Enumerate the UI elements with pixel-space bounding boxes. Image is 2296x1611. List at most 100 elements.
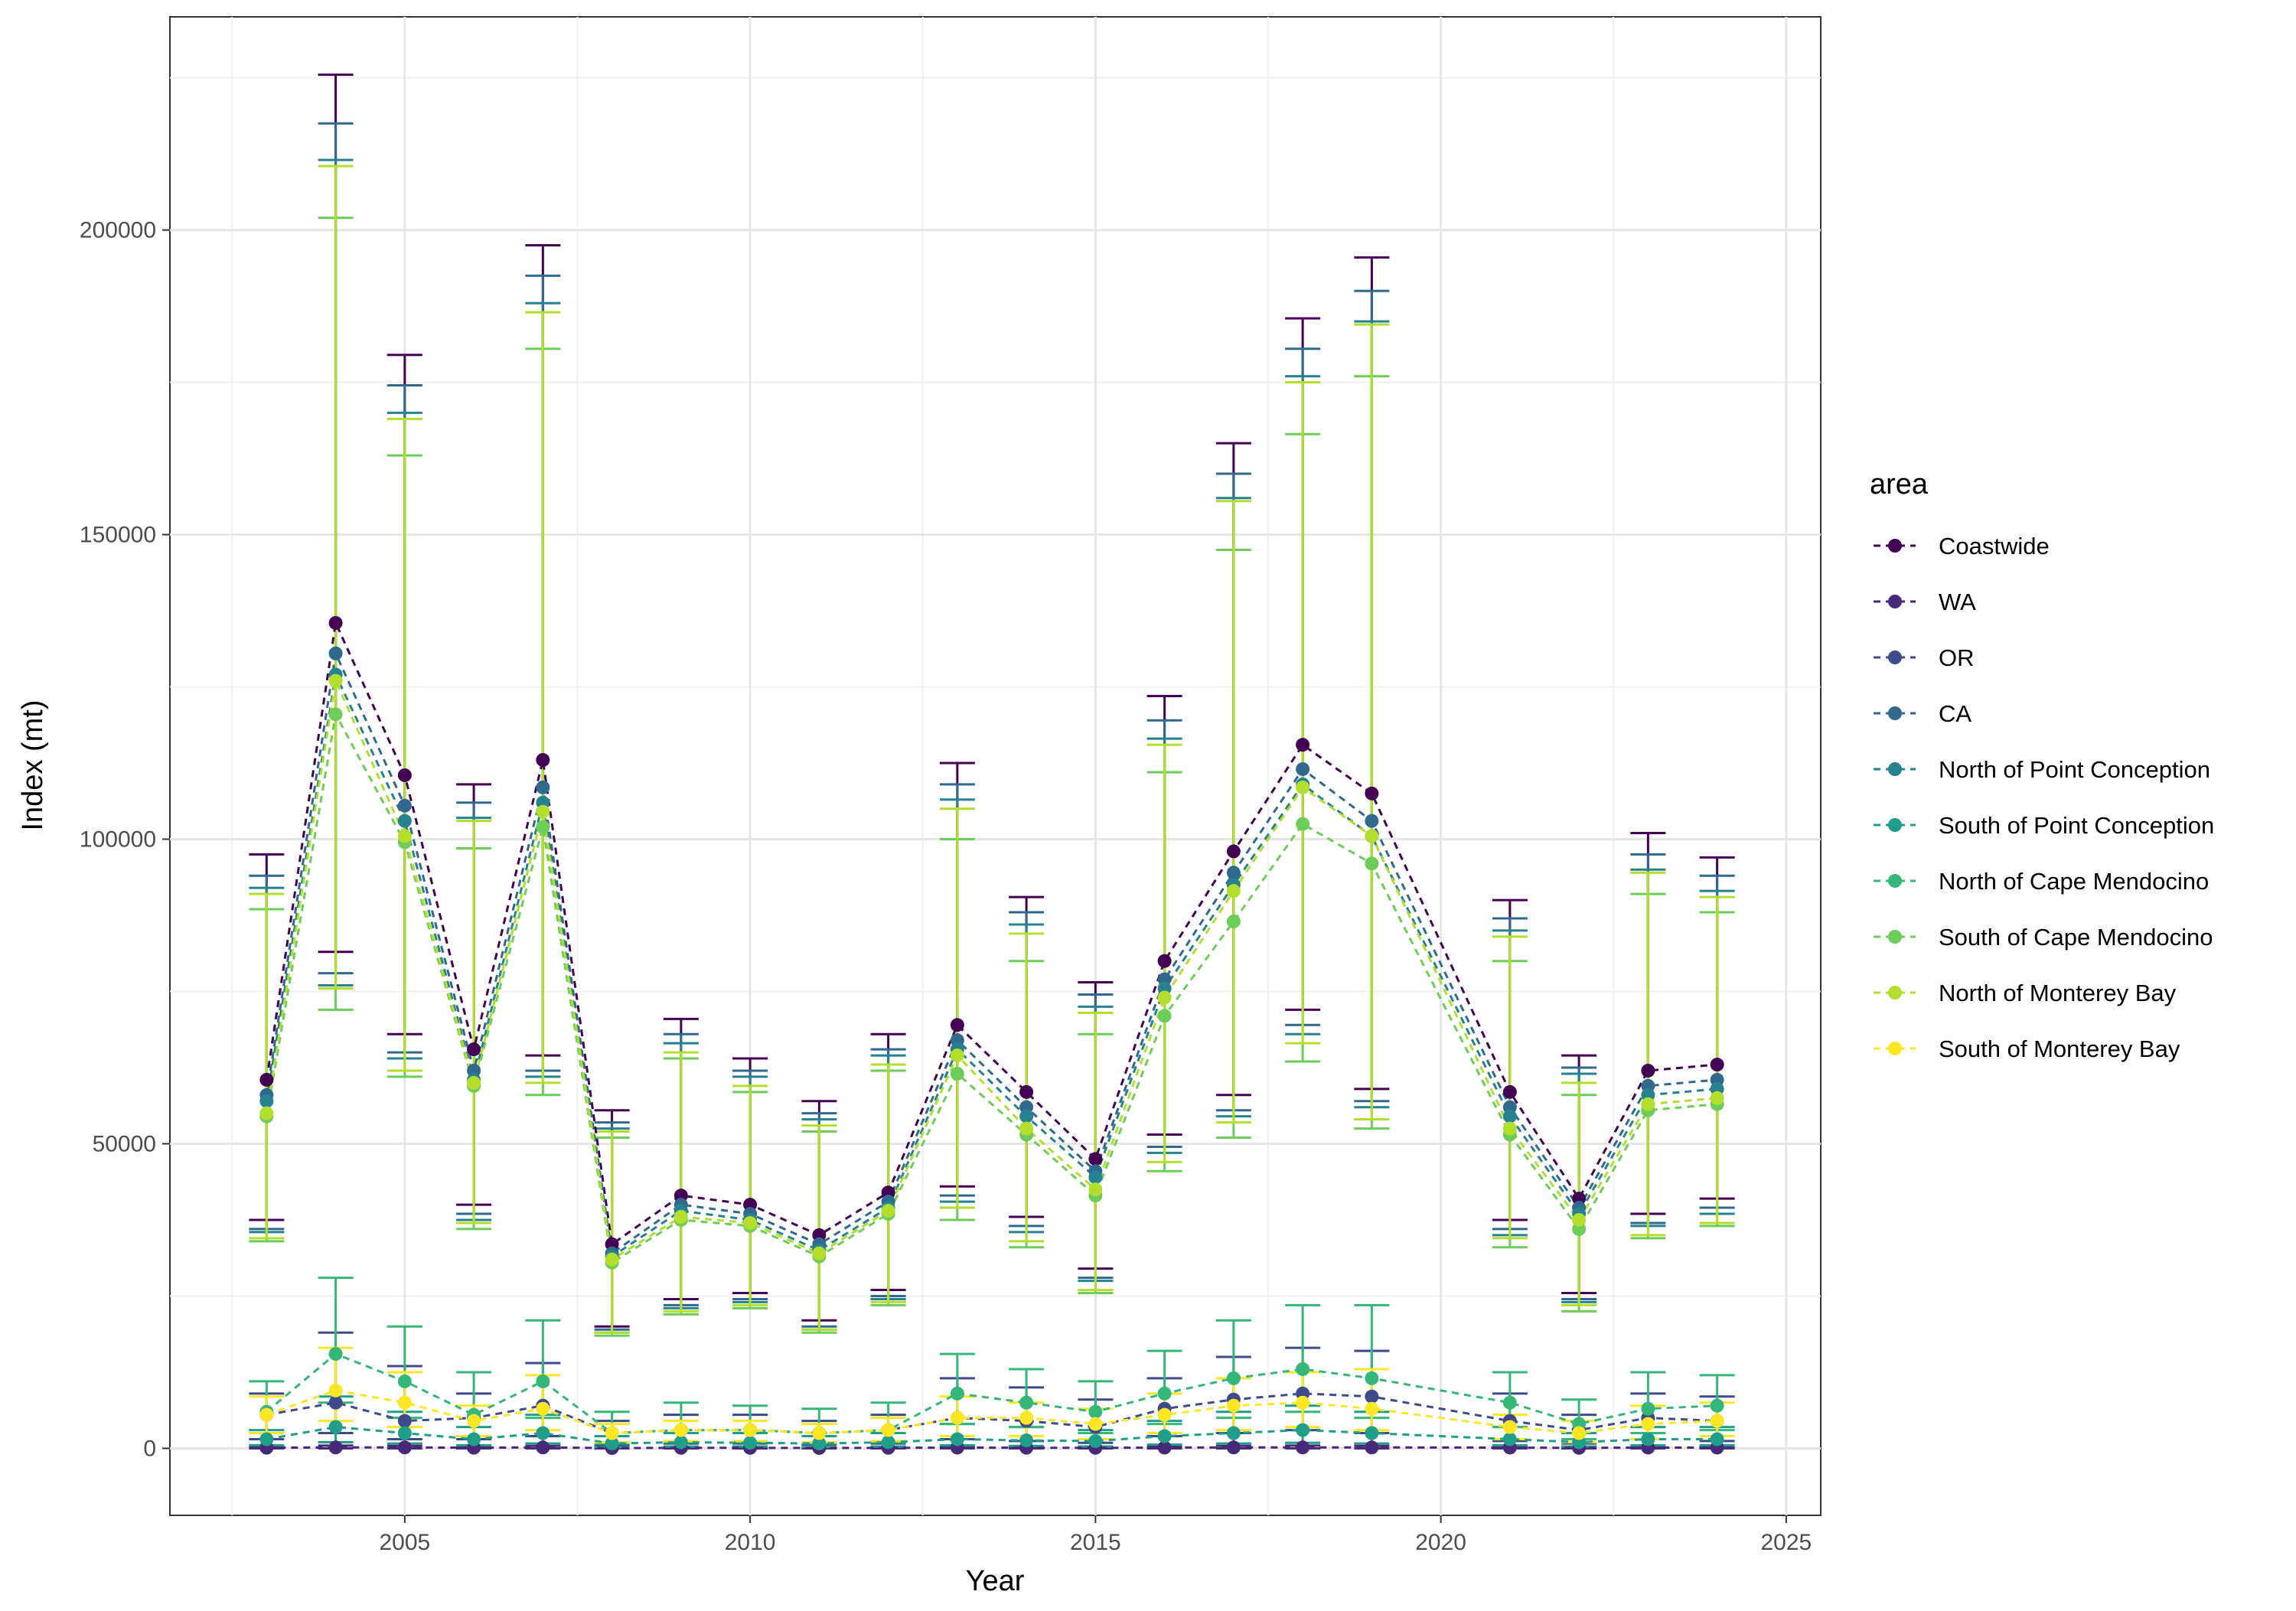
data-point-south-of-monterey-bay [950, 1410, 964, 1425]
x-tick-label: 2025 [1760, 1530, 1812, 1555]
legend-item-north-of-cape-mendocino: North of Cape Mendocino [1874, 868, 2209, 895]
legend-title: area [1870, 468, 1929, 501]
plot-panel [169, 16, 1821, 1516]
legend-item-wa: WA [1874, 589, 1976, 615]
data-point-north-of-cape-mendocino [1641, 1401, 1655, 1416]
data-point-south-of-monterey-bay [743, 1423, 758, 1437]
legend-label: North of Monterey Bay [1939, 980, 2177, 1006]
data-point-north-of-monterey-bay [1296, 780, 1310, 794]
series-line-south-of-cape-mendocino [265, 710, 1717, 1265]
data-point-south-of-point-conception [812, 1437, 827, 1451]
legend-key-point [1888, 595, 1902, 608]
data-point-coastwide [1365, 786, 1379, 801]
data-point-north-of-monterey-bay [673, 1209, 688, 1224]
data-point-south-of-monterey-bay [397, 1395, 412, 1410]
legend-item-south-of-point-conception: South of Point Conception [1874, 812, 2214, 839]
legend-key-point [1888, 706, 1902, 720]
data-point-north-of-cape-mendocino [1157, 1386, 1172, 1401]
data-point-south-of-cape-mendocino [1365, 856, 1379, 871]
data-point-north-of-point-conception [397, 814, 412, 828]
data-point-wa [1296, 1440, 1310, 1455]
legend-label: CA [1939, 700, 1971, 727]
data-point-or [1365, 1389, 1379, 1404]
data-point-coastwide [467, 1042, 481, 1057]
legend-key-point [1888, 539, 1902, 553]
data-point-north-of-monterey-bay [1226, 884, 1241, 898]
data-point-north-of-monterey-bay [743, 1215, 758, 1230]
data-point-south-of-point-conception [1226, 1426, 1241, 1440]
data-point-ca [536, 780, 550, 794]
data-point-coastwide [397, 768, 412, 782]
data-point-south-of-monterey-bay [1296, 1395, 1310, 1410]
data-point-south-of-monterey-bay [812, 1426, 827, 1440]
data-point-north-of-monterey-bay [328, 673, 343, 688]
data-point-north-of-monterey-bay [259, 1106, 274, 1120]
data-point-south-of-cape-mendocino [328, 707, 343, 722]
legend-label: North of Point Conception [1939, 756, 2210, 783]
data-point-south-of-monterey-bay [605, 1426, 619, 1440]
data-point-south-of-monterey-bay [1502, 1420, 1517, 1434]
data-point-wa [328, 1440, 343, 1455]
y-tick-label: 0 [143, 1436, 156, 1461]
x-tick-label: 2005 [379, 1530, 430, 1555]
legend-item-ca: CA [1874, 700, 1971, 727]
data-point-north-of-cape-mendocino [1296, 1362, 1310, 1376]
data-point-south-of-monterey-bay [328, 1383, 343, 1397]
data-point-south-of-point-conception [397, 1426, 412, 1440]
data-point-north-of-monterey-bay [1572, 1212, 1587, 1227]
y-axis-title: Index (mt) [17, 700, 49, 830]
data-point-south-of-point-conception [1157, 1429, 1172, 1443]
data-point-south-of-monterey-bay [1710, 1414, 1724, 1428]
data-point-south-of-point-conception [743, 1436, 758, 1450]
data-point-south-of-monterey-bay [1572, 1426, 1587, 1440]
data-point-south-of-point-conception [1088, 1433, 1103, 1448]
data-point-south-of-point-conception [881, 1435, 895, 1450]
data-point-ca [1226, 866, 1241, 880]
legend-label: South of Point Conception [1939, 812, 2214, 839]
data-point-wa [536, 1440, 550, 1455]
data-point-south-of-cape-mendocino [950, 1066, 964, 1081]
point-layer [259, 615, 1724, 1456]
data-point-north-of-monterey-bay [467, 1075, 481, 1090]
legend-item-south-of-monterey-bay: South of Monterey Bay [1874, 1035, 2180, 1062]
data-point-or [328, 1395, 343, 1410]
data-point-north-of-monterey-bay [812, 1246, 827, 1260]
legend-key-point [1888, 651, 1902, 664]
x-tick-label: 2020 [1415, 1530, 1466, 1555]
data-point-south-of-cape-mendocino [1296, 817, 1310, 831]
data-point-north-of-monterey-bay [1157, 990, 1172, 1005]
data-point-south-of-point-conception [1296, 1423, 1310, 1437]
data-point-wa [1365, 1440, 1379, 1455]
legend-item-or: OR [1874, 644, 1975, 671]
data-point-south-of-monterey-bay [259, 1407, 274, 1422]
data-point-north-of-cape-mendocino [1502, 1395, 1517, 1410]
data-point-south-of-monterey-bay [673, 1423, 688, 1437]
legend-label: North of Cape Mendocino [1939, 868, 2209, 895]
data-point-south-of-point-conception [259, 1432, 274, 1446]
data-point-ca [328, 646, 343, 660]
data-point-north-of-point-conception [1019, 1109, 1034, 1123]
data-point-wa [1226, 1440, 1241, 1455]
data-point-coastwide [259, 1072, 274, 1087]
data-point-coastwide [328, 615, 343, 630]
data-point-south-of-point-conception [1365, 1426, 1379, 1440]
data-point-south-of-cape-mendocino [536, 820, 550, 834]
data-point-north-of-cape-mendocino [1226, 1371, 1241, 1385]
data-point-south-of-cape-mendocino [1226, 914, 1241, 928]
data-point-coastwide [1710, 1058, 1724, 1072]
data-point-coastwide [1226, 844, 1241, 859]
data-point-coastwide [1296, 738, 1310, 752]
y-tick-label: 50000 [93, 1131, 156, 1156]
legend-label: OR [1939, 644, 1975, 671]
legend-item-coastwide: Coastwide [1874, 533, 2050, 559]
data-point-north-of-monterey-bay [536, 804, 550, 819]
legend-key-point [1888, 874, 1902, 888]
x-tick-label: 2015 [1070, 1530, 1121, 1555]
legend-key-point [1888, 1042, 1902, 1055]
legend-key-point [1888, 986, 1902, 1000]
data-point-south-of-point-conception [673, 1435, 688, 1450]
data-point-north-of-cape-mendocino [328, 1347, 343, 1362]
data-point-north-of-monterey-bay [1088, 1182, 1103, 1197]
data-point-coastwide [536, 753, 550, 768]
